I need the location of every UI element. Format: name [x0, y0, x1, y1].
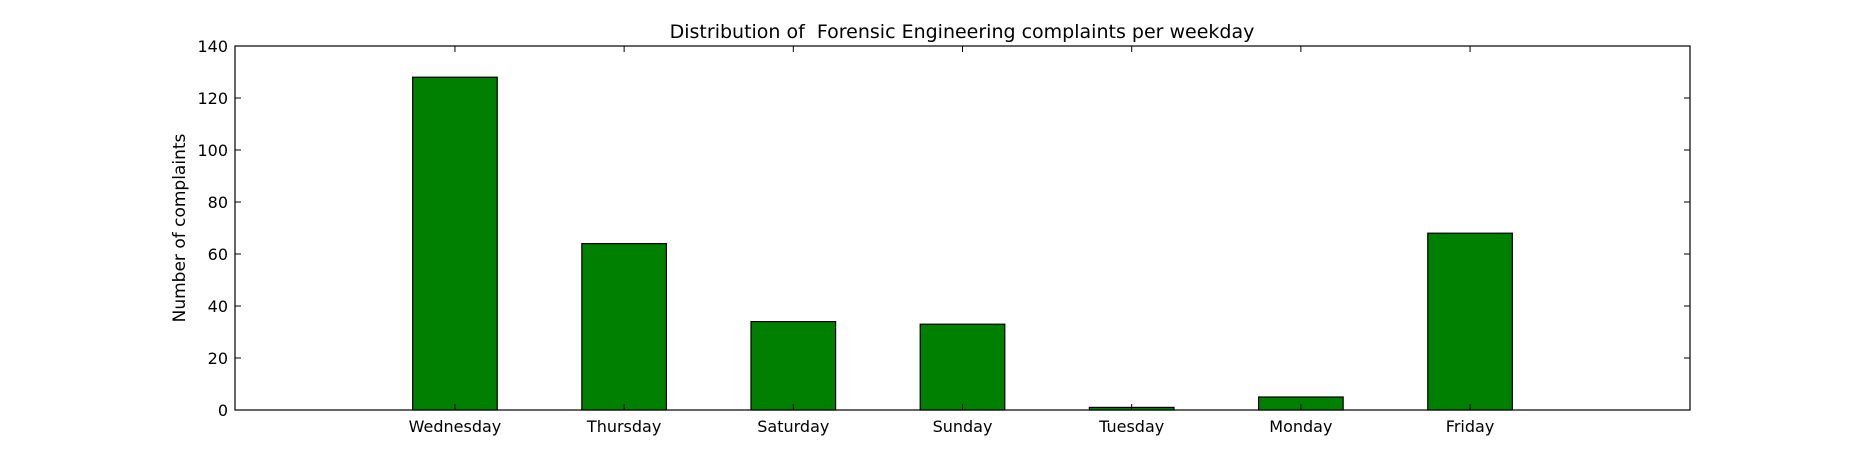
x-tick-label-wednesday: Wednesday — [409, 417, 502, 436]
y-tick-label: 140 — [197, 37, 228, 56]
bar-sunday — [919, 323, 1006, 411]
bar-friday — [1427, 232, 1513, 411]
y-axis-label: Number of complaints — [170, 133, 190, 322]
y-tick-label: 40 — [208, 297, 228, 316]
bars — [412, 76, 1513, 411]
x-tick-label-monday: Monday — [1269, 417, 1332, 436]
y-tick-label: 60 — [208, 245, 228, 264]
x-tick-label-sunday: Sunday — [933, 417, 993, 436]
y-tick-label: 100 — [197, 141, 228, 160]
y-axis-ticks: 0 20 40 60 80 100 120 140 — [197, 37, 1690, 420]
y-tick-label: 0 — [218, 401, 228, 420]
bar-wednesday — [412, 76, 498, 411]
x-axis-ticks: Wednesday Thursday Saturday Sunday Tuesday Mo… — [409, 46, 1495, 436]
x-tick-label-friday: Friday — [1446, 417, 1495, 436]
y-tick-label: 20 — [208, 349, 228, 368]
x-tick-label-saturday: Saturday — [757, 417, 829, 436]
x-tick-label-tuesday: Tuesday — [1098, 417, 1164, 436]
y-tick-label: 120 — [197, 89, 228, 108]
y-tick-label: 80 — [208, 193, 228, 212]
x-tick-label-thursday: Thursday — [586, 417, 661, 436]
chart-title: Distribution of Forensic Engineering com… — [670, 21, 1255, 43]
bar-thursday — [581, 243, 668, 411]
bar-saturday — [750, 321, 837, 411]
